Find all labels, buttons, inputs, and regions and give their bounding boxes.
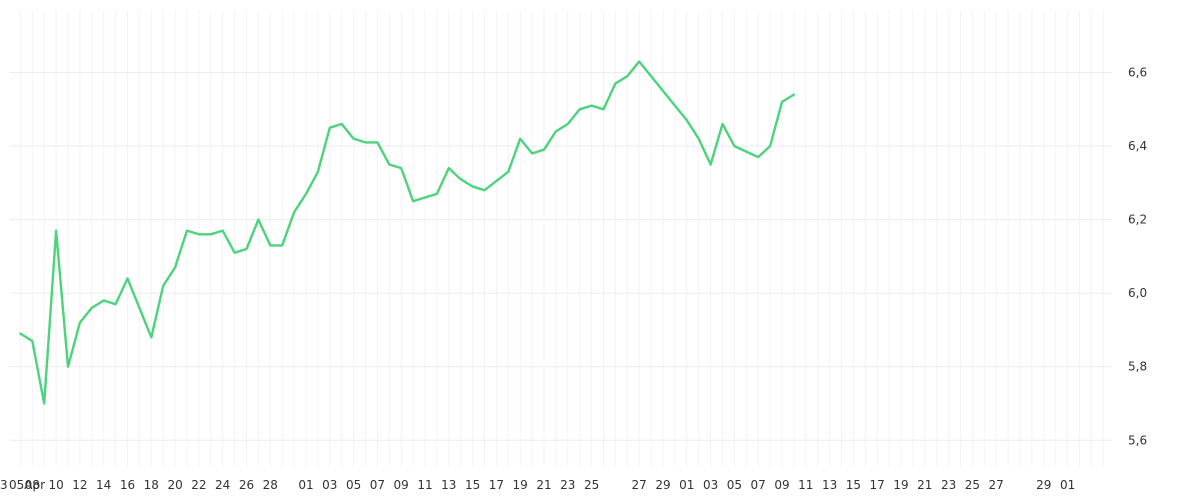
x-tick-label: 13 bbox=[441, 478, 456, 492]
x-tick-label: 09 bbox=[394, 478, 409, 492]
x-tick-label: 24 bbox=[215, 478, 230, 492]
x-tick-label: 23 bbox=[941, 478, 956, 492]
x-tick-label: 29 bbox=[1036, 478, 1051, 492]
x-tick-label: 27 bbox=[989, 478, 1004, 492]
y-tick-label: 5,6 bbox=[1128, 433, 1147, 447]
x-tick-label: 21 bbox=[536, 478, 551, 492]
x-tick-label: 20 bbox=[167, 478, 182, 492]
x-tick-label: 26 bbox=[239, 478, 254, 492]
x-tick-label: 12 bbox=[72, 478, 87, 492]
x-tick-label: 23 bbox=[560, 478, 575, 492]
x-tick-label: 14 bbox=[96, 478, 111, 492]
x-tick-label: 05Apr bbox=[9, 478, 45, 492]
x-tick-label: 01 bbox=[1060, 478, 1075, 492]
x-tick-label: 17 bbox=[489, 478, 504, 492]
x-tick-label: 28 bbox=[263, 478, 278, 492]
x-tick-label: 15 bbox=[846, 478, 861, 492]
x-tick-label: 19 bbox=[513, 478, 528, 492]
x-tick-label: 11 bbox=[798, 478, 813, 492]
x-tick-label: 25 bbox=[965, 478, 980, 492]
x-tick-label: 25 bbox=[584, 478, 599, 492]
y-tick-label: 5,8 bbox=[1128, 360, 1147, 374]
x-tick-label: 27 bbox=[632, 478, 647, 492]
y-tick-label: 6,2 bbox=[1128, 213, 1147, 227]
x-tick-label: 07 bbox=[370, 478, 385, 492]
x-tick-label: 29 bbox=[655, 478, 670, 492]
x-tick-label: 05 bbox=[346, 478, 361, 492]
y-tick-label: 6,6 bbox=[1128, 66, 1147, 80]
x-tick-label: 07 bbox=[751, 478, 766, 492]
x-tick-label: 08 bbox=[25, 478, 40, 492]
x-tick-label: 17 bbox=[870, 478, 885, 492]
x-tick-label: 01 bbox=[298, 478, 313, 492]
x-tick-label: 03 bbox=[703, 478, 718, 492]
x-tick-label: 01 bbox=[679, 478, 694, 492]
x-tick-label: 15 bbox=[465, 478, 480, 492]
series-line bbox=[19, 60, 796, 405]
series-layer bbox=[19, 60, 796, 405]
x-tick-label: 03 bbox=[0, 478, 8, 492]
x-tick-label: 19 bbox=[893, 478, 908, 492]
y-tick-label: 6,4 bbox=[1128, 139, 1147, 153]
x-tick-label: 13 bbox=[822, 478, 837, 492]
x-tick-label: 11 bbox=[417, 478, 432, 492]
x-tick-label: 18 bbox=[144, 478, 159, 492]
grid bbox=[10, 10, 1112, 466]
x-tick-label: 09 bbox=[774, 478, 789, 492]
x-tick-label: 21 bbox=[917, 478, 932, 492]
x-tick-label: 22 bbox=[191, 478, 206, 492]
x-tick-label: 16 bbox=[120, 478, 135, 492]
x-tick-label: 03 bbox=[322, 478, 337, 492]
x-tick-label: 05 bbox=[727, 478, 742, 492]
x-tick-label: 10 bbox=[48, 478, 63, 492]
y-axis: 5,6 5,8 6,0 6,2 6,4 6,6 bbox=[1128, 66, 1147, 448]
y-tick-label: 6,0 bbox=[1128, 286, 1147, 300]
